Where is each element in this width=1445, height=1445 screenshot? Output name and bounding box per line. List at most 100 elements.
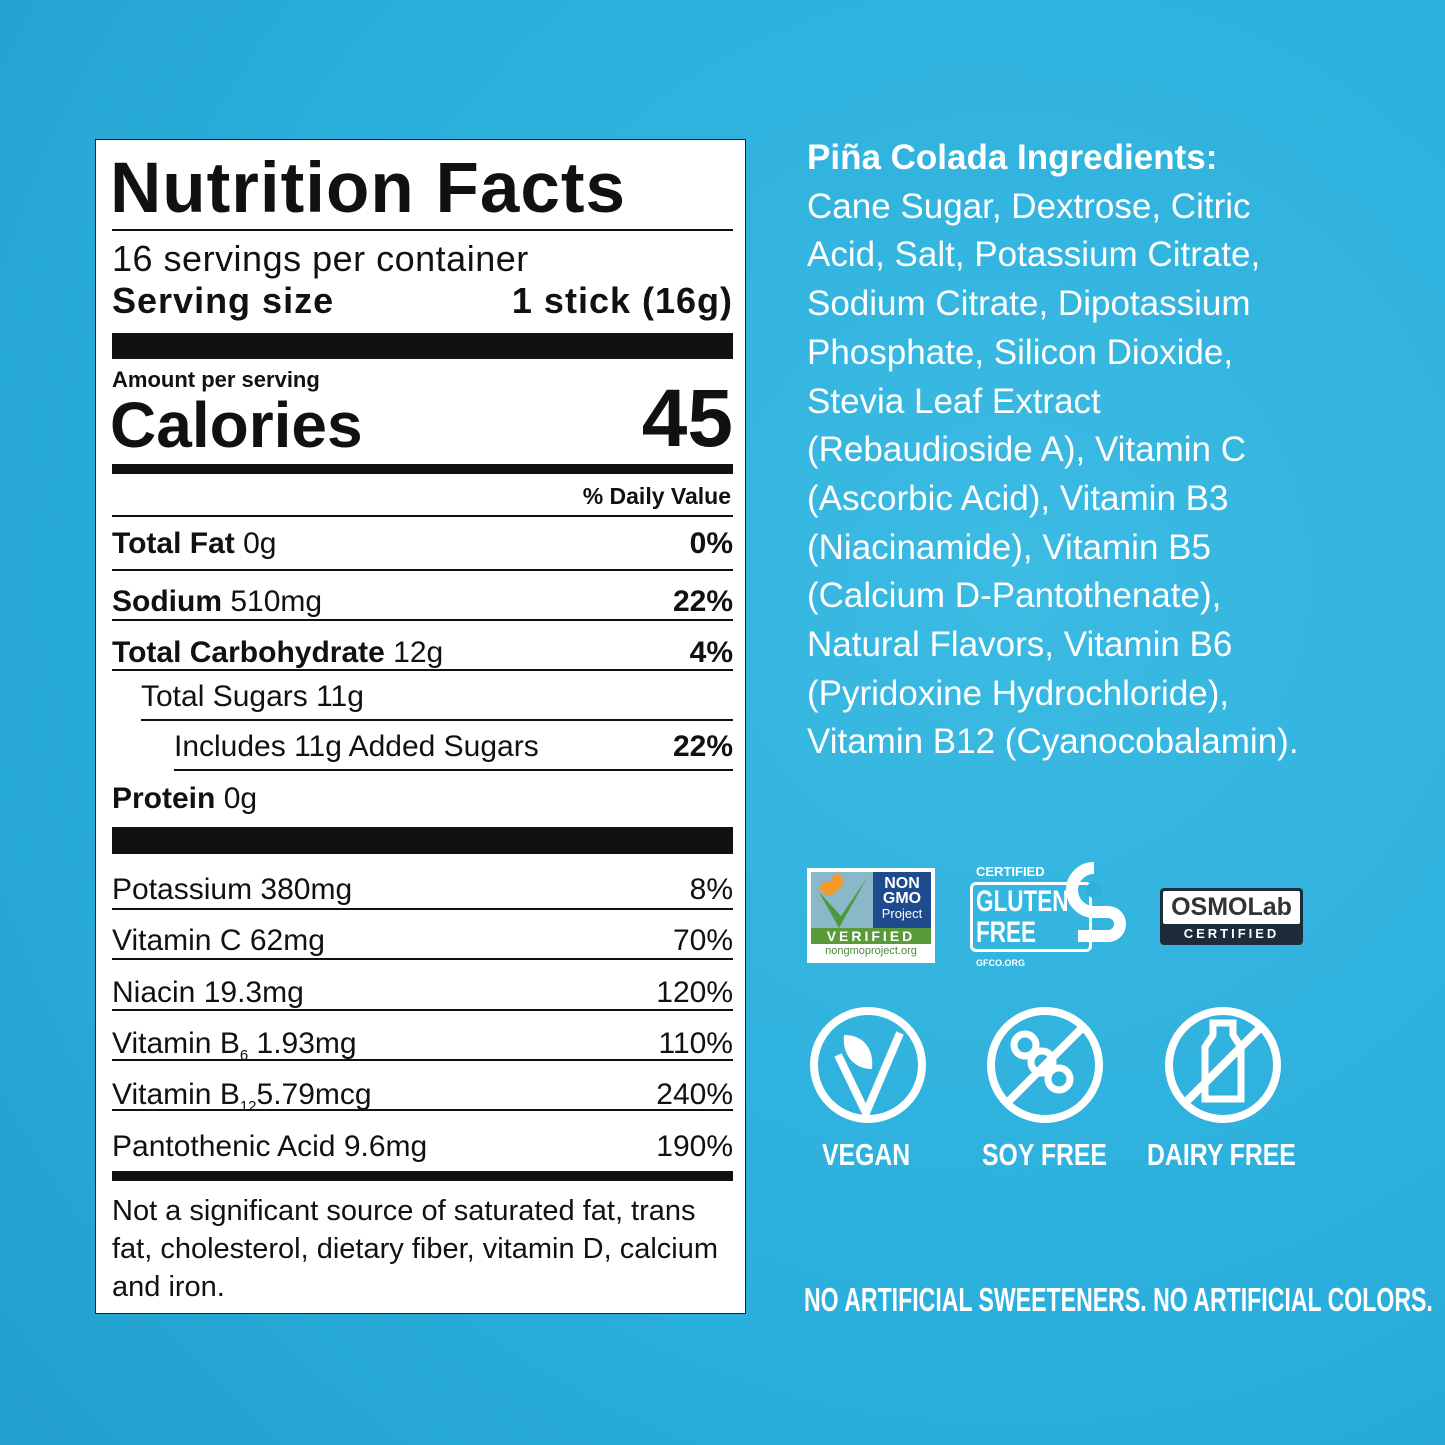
ingredients-line: Stevia Leaf Extract	[807, 381, 1101, 421]
nongmo-verified: VERIFIED	[811, 928, 931, 944]
vitamin-amount: 9.6mg	[343, 1130, 428, 1163]
vitamin-name: Vitamin B	[112, 1078, 240, 1111]
divider	[112, 908, 733, 910]
vitamin-row: Vitamin C 62mg 70%	[112, 924, 733, 958]
nongmo-text: Project	[881, 906, 923, 921]
nutrient-name: Sodium	[112, 585, 222, 618]
serving-size-label: Serving size	[112, 280, 335, 321]
divider	[174, 769, 733, 771]
gluten-free-logo: CERTIFIED GLUTEN FREE GFCO.ORG	[968, 860, 1133, 970]
serving-size-value: 1 stick (16g)	[511, 280, 733, 321]
vitamin-amount: 5.79mcg	[256, 1078, 372, 1111]
divider	[141, 719, 733, 721]
gluten-text: FREE	[976, 916, 1037, 949]
nutrient-row: Sodium 510mg 22%	[112, 585, 733, 619]
footnote: Not a significant source of saturated fa…	[112, 1195, 719, 1303]
divider	[112, 669, 733, 671]
ingredients-heading: Piña Colada Ingredients:	[807, 138, 1218, 177]
divider	[112, 958, 733, 960]
non-gmo-verified-logo: NON GMO Project VERIFIED nongmoproject.o…	[807, 868, 935, 963]
vitamin-name: Pantothenic Acid	[112, 1130, 336, 1163]
divider-thick	[112, 333, 733, 359]
calories-label: Calories	[110, 389, 363, 461]
divider	[112, 515, 733, 517]
dairy-free-label: DAIRY FREE	[1147, 1137, 1296, 1172]
nutrient-row: Total Sugars 11g	[141, 680, 733, 714]
osmolab-brand: OSMOLab	[1163, 891, 1300, 924]
vitamin-dv: 8%	[689, 873, 733, 906]
g-icon	[1066, 862, 1126, 942]
vitamin-row: Vitamin B6 1.93mg 110%	[112, 1027, 733, 1064]
nutrient-dv: 0%	[689, 527, 733, 560]
divider	[112, 569, 733, 571]
divider-thick	[112, 827, 733, 854]
vitamin-name: Niacin	[112, 976, 196, 1009]
ingredients-line: Cane Sugar, Dextrose, Citric	[807, 186, 1251, 226]
ingredients-line: (Calcium D-Pantothenate),	[807, 576, 1222, 616]
nutrient-row: Total Carbohydrate 12g 4%	[112, 636, 733, 670]
ingredients-line: (Rebaudioside A), Vitamin C	[807, 430, 1247, 470]
vitamin-dv: 240%	[656, 1078, 733, 1111]
gluten-certified: CERTIFIED	[976, 864, 1045, 879]
osmolab-certified-logo: OSMOLab CERTIFIED	[1160, 888, 1303, 945]
butterfly-icon	[811, 872, 873, 928]
nutrient-dv: 4%	[689, 636, 733, 669]
soy-free-icon	[987, 1007, 1103, 1123]
ingredients-line: Phosphate, Silicon Dioxide,	[807, 332, 1234, 372]
divider	[112, 1009, 733, 1011]
vitamin-amount: 380mg	[260, 873, 353, 906]
vitamin-name: Vitamin C	[112, 924, 242, 957]
ingredients-line: Acid, Salt, Potassium Citrate,	[807, 235, 1261, 275]
nutrient-amount: 12g	[393, 636, 444, 669]
nutrient-amount: 510mg	[230, 585, 323, 618]
soy-free-label: SOY FREE	[982, 1137, 1107, 1172]
vitamin-name: Vitamin B	[112, 1027, 240, 1060]
vitamin-amount: 62mg	[249, 924, 325, 957]
divider	[112, 1059, 733, 1061]
ingredients-line: Natural Flavors, Vitamin B6	[807, 625, 1233, 665]
vitamin-subscript: 12	[239, 1098, 257, 1115]
vegan-icon	[810, 1007, 926, 1123]
gluten-url: GFCO.ORG	[976, 958, 1025, 968]
nutrition-facts-label: Nutrition Facts 16 servings per containe…	[95, 139, 746, 1314]
vitamin-row: Pantothenic Acid 9.6mg 190%	[112, 1130, 733, 1164]
daily-value-header: % Daily Value	[582, 483, 731, 509]
nutrient-name: Total Sugars 11g	[141, 680, 364, 713]
gluten-text: GLUTEN	[976, 885, 1069, 918]
vitamin-dv: 120%	[656, 976, 733, 1009]
nongmo-text: GMO	[882, 890, 922, 907]
divider	[112, 619, 733, 621]
nongmo-text: NON	[884, 875, 920, 892]
divider	[112, 229, 733, 231]
nutrient-row: Includes 11g Added Sugars 22%	[174, 730, 733, 764]
nutrient-name: Protein	[112, 782, 216, 815]
vitamin-dv: 190%	[656, 1130, 733, 1163]
vitamin-amount: 1.93mg	[256, 1027, 357, 1060]
ingredients: Piña Colada Ingredients: Cane Sugar, Dex…	[807, 134, 1299, 767]
vitamin-dv: 110%	[658, 1027, 733, 1060]
vitamin-amount: 19.3mg	[203, 976, 304, 1009]
vitamin-row: Vitamin B125.79mcg 240%	[112, 1078, 733, 1115]
vitamin-name: Potassium	[112, 873, 253, 906]
nutrient-row: Protein 0g	[112, 782, 733, 816]
nutrient-amount: 0g	[223, 782, 258, 815]
divider	[112, 1109, 733, 1111]
nongmo-url: nongmoproject.org	[825, 945, 917, 957]
divider-medium	[112, 464, 733, 474]
vitamin-dv: 70%	[672, 924, 733, 957]
ingredients-line: (Niacinamide), Vitamin B5	[807, 527, 1211, 567]
vitamin-row: Niacin 19.3mg 120%	[112, 976, 733, 1010]
servings: 16 servings per container	[112, 238, 529, 279]
nutrient-dv: 22%	[672, 730, 733, 763]
nutrient-row: Total Fat 0g 0%	[112, 527, 733, 561]
nutrient-name: Total Fat	[112, 527, 235, 560]
ingredients-line: (Ascorbic Acid), Vitamin B3	[807, 478, 1229, 518]
osmolab-certified: CERTIFIED	[1183, 926, 1280, 941]
tagline: NO ARTIFICIAL SWEETENERS. NO ARTIFICIAL …	[804, 1281, 1433, 1318]
label-title: Nutrition Facts	[110, 149, 626, 228]
amount-per-serving: Amount per serving	[112, 367, 320, 392]
nutrient-name: Includes 11g Added Sugars	[174, 730, 539, 763]
vitamin-subscript: 6	[239, 1047, 249, 1064]
nutrient-dv: 22%	[672, 585, 733, 618]
calories-value: 45	[641, 373, 733, 464]
